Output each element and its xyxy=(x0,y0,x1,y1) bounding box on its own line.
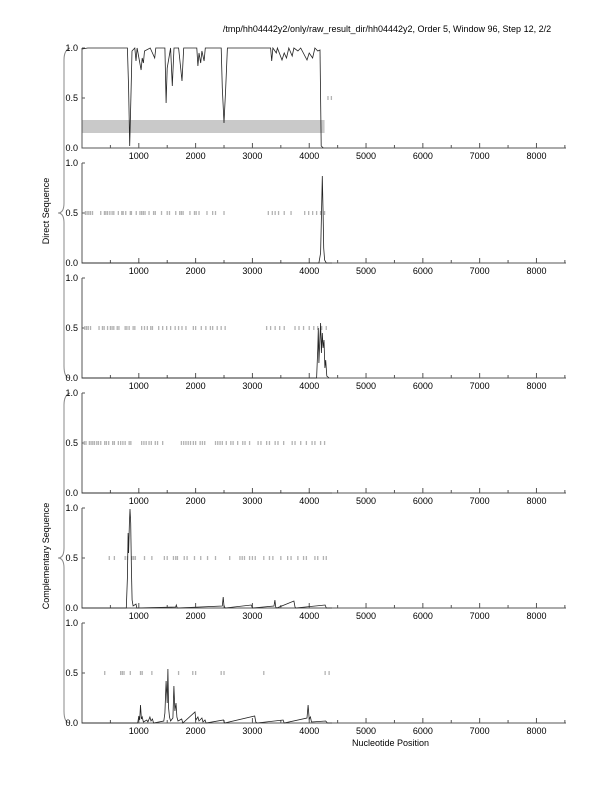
complementary-frame-2-x-tick-label: 7000 xyxy=(470,611,490,621)
complementary-frame-1-x-tick-label: 2000 xyxy=(186,496,206,506)
complementary-frame-3-x-tick-label: 2000 xyxy=(186,726,206,736)
direct-frame-1-x-tick-label: 6000 xyxy=(413,151,433,161)
direct-frame-2-x-tick-label: 5000 xyxy=(356,266,376,276)
direct-frame-3-y-tick-label: 1.0 xyxy=(65,273,78,283)
direct-frame-1-y-tick-label: 0.5 xyxy=(65,93,78,103)
direct-frame-2-x-tick-label: 6000 xyxy=(413,266,433,276)
complementary-frame-2-x-tick-label: 2000 xyxy=(186,611,206,621)
complementary-frame-2-x-tick-label: 6000 xyxy=(413,611,433,621)
direct-frame-2-x-tick-label: 3000 xyxy=(242,266,262,276)
complementary-frame-3-x-tick-label: 4000 xyxy=(299,726,319,736)
direct-frame-2-x-tick-label: 1000 xyxy=(129,266,149,276)
direct-frame-3-x-tick-label: 2000 xyxy=(186,381,206,391)
direct-frame-3-y-tick-label: 0.5 xyxy=(65,323,78,333)
direct-frame-1-x-tick-label: 7000 xyxy=(470,151,490,161)
complementary-frame-3-x-tick-label: 8000 xyxy=(526,726,546,736)
complementary-sequence-brace xyxy=(57,392,71,724)
complementary-frame-3-y-tick-label: 0.0 xyxy=(65,718,78,728)
complementary-frame-3-axes xyxy=(81,623,566,724)
complementary-frame-3-x-tick-label: 1000 xyxy=(129,726,149,736)
complementary-frame-1-y-tick-label: 1.0 xyxy=(65,388,78,398)
direct-frame-1-y-tick-label: 1.0 xyxy=(65,43,78,53)
complementary-frame-2-y-tick-label: 0.0 xyxy=(65,603,78,613)
direct-frame-3-x-tick-label: 4000 xyxy=(299,381,319,391)
complementary-frame-2-x-tick-label: 3000 xyxy=(242,611,262,621)
complementary-frame-2-x-tick-label: 4000 xyxy=(299,611,319,621)
complementary-frame-1-x-tick-label: 8000 xyxy=(526,496,546,506)
complementary-frame-1-y-tick-label: 0.0 xyxy=(65,488,78,498)
complementary-frame-3-y-tick-label: 0.5 xyxy=(65,668,78,678)
direct-frame-1-x-tick-label: 4000 xyxy=(299,151,319,161)
complementary-frame-2-y-tick-label: 1.0 xyxy=(65,503,78,513)
direct-frame-2-x-tick-label: 7000 xyxy=(470,266,490,276)
direct-frame-1-x-tick-label: 8000 xyxy=(526,151,546,161)
direct-frame-3-x-tick-label: 1000 xyxy=(129,381,149,391)
direct-frame-3-x-tick-label: 8000 xyxy=(526,381,546,391)
direct-frame-1-x-tick-label: 1000 xyxy=(129,151,149,161)
complementary-frame-2-x-tick-label: 8000 xyxy=(526,611,546,621)
complementary-frame-3-curve xyxy=(82,668,332,724)
complementary-frame-3-x-tick-label: 3000 xyxy=(242,726,262,736)
direct-frame-2-x-tick-label: 2000 xyxy=(186,266,206,276)
direct-frame-3-curve xyxy=(82,322,330,379)
direct-frame-2-y-tick-label: 0.5 xyxy=(65,208,78,218)
complementary-frame-1-x-tick-label: 5000 xyxy=(356,496,376,506)
direct-frame-3-x-tick-label: 6000 xyxy=(413,381,433,391)
direct-frame-3-axes xyxy=(81,278,566,379)
direct-frame-1-y-tick-label: 0.0 xyxy=(65,143,78,153)
figure-title: /tmp/hh04442y2/only/raw_result_dir/hh044… xyxy=(222,24,552,34)
direct-frame-1-threshold-band xyxy=(82,120,325,133)
direct-frame-2-y-tick-label: 1.0 xyxy=(65,158,78,168)
complementary-frame-1-x-tick-label: 4000 xyxy=(299,496,319,506)
complementary-frame-3-x-tick-label: 7000 xyxy=(470,726,490,736)
complementary-frame-3-y-tick-label: 1.0 xyxy=(65,618,78,628)
direct-frame-2-y-tick-label: 0.0 xyxy=(65,258,78,268)
complementary-frame-3-x-tick-label: 5000 xyxy=(356,726,376,736)
complementary-frame-2-x-tick-label: 1000 xyxy=(129,611,149,621)
complementary-frame-2-curve xyxy=(82,508,332,609)
complementary-frame-1-x-tick-label: 7000 xyxy=(470,496,490,506)
complementary-frame-2-x-tick-label: 5000 xyxy=(356,611,376,621)
complementary-frame-3-x-tick-label: 6000 xyxy=(413,726,433,736)
complementary-frame-1-x-tick-label: 3000 xyxy=(242,496,262,506)
complementary-frame-1-x-tick-label: 6000 xyxy=(413,496,433,506)
direct-frame-1-x-tick-label: 3000 xyxy=(242,151,262,161)
direct-frame-2-x-tick-label: 8000 xyxy=(526,266,546,276)
complementary-frame-1-y-tick-label: 0.5 xyxy=(65,438,78,448)
direct-frame-3-x-tick-label: 3000 xyxy=(242,381,262,391)
direct-sequence-brace xyxy=(57,47,71,379)
x-axis-title: Nucleotide Position xyxy=(351,738,430,748)
complementary-frame-1-x-tick-label: 1000 xyxy=(129,496,149,506)
direct-frame-2-curve xyxy=(82,175,332,264)
direct-frame-1-x-tick-label: 2000 xyxy=(186,151,206,161)
direct-frame-3-x-tick-label: 7000 xyxy=(470,381,490,391)
direct-frame-1-curve xyxy=(81,46,324,149)
direct-frame-2-x-tick-label: 4000 xyxy=(299,266,319,276)
direct-frame-3-y-tick-label: 0.0 xyxy=(65,373,78,383)
complementary-frame-2-y-tick-label: 0.5 xyxy=(65,553,78,563)
direct-frame-3-x-tick-label: 5000 xyxy=(356,381,376,391)
direct-frame-1-x-tick-label: 5000 xyxy=(356,151,376,161)
